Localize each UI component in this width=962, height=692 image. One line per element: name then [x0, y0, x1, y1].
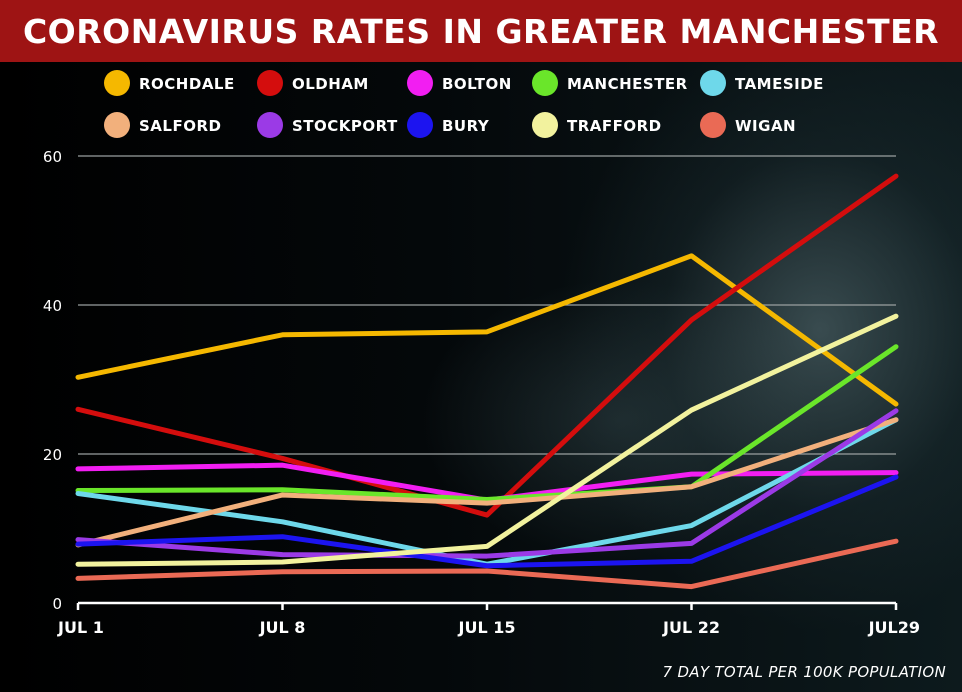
- series-line-rochdale: [75, 253, 899, 407]
- y-tick-label: 60: [43, 148, 62, 166]
- legend-swatch-bury: [407, 112, 433, 138]
- legend-swatch-rochdale: [104, 70, 130, 96]
- legend-swatch-manchester: [532, 70, 558, 96]
- footnote: 7 DAY TOTAL PER 100K POPULATION: [662, 663, 946, 681]
- legend-swatch-wigan: [700, 112, 726, 138]
- title-banner: CORONAVIRUS RATES IN GREATER MANCHESTER: [0, 0, 962, 62]
- gridlines: [78, 155, 896, 455]
- x-tick-label: JUL29: [868, 618, 920, 637]
- legend-label-rochdale: ROCHDALE: [139, 75, 235, 93]
- legend-swatch-tameside: [700, 70, 726, 96]
- x-tick-label: JUL 8: [259, 618, 306, 637]
- series-line-bury: [75, 474, 899, 569]
- legend-label-stockport: STOCKPORT: [292, 117, 398, 135]
- legend-swatch-bolton: [407, 70, 433, 96]
- series-line-wigan: [75, 538, 899, 590]
- series-line-trafford: [75, 313, 899, 567]
- y-tick-label: 20: [43, 446, 62, 464]
- legend-label-bolton: BOLTON: [442, 75, 512, 93]
- series-line-stockport: [75, 408, 899, 559]
- legend: ROCHDALE OLDHAM BOLTON MANCHESTER TAMESIDE SA…: [104, 70, 824, 138]
- legend-swatch-stockport: [257, 112, 283, 138]
- legend-label-oldham: OLDHAM: [292, 75, 369, 93]
- series-line-manchester: [75, 344, 899, 502]
- series-lines: [75, 173, 899, 590]
- legend-swatch-trafford: [532, 112, 558, 138]
- y-tick-label: 0: [52, 595, 62, 613]
- x-tick-label: JUL 15: [458, 618, 516, 637]
- legend-label-wigan: WIGAN: [735, 117, 796, 135]
- legend-label-tameside: TAMESIDE: [735, 75, 824, 93]
- legend-label-bury: BURY: [442, 117, 490, 135]
- legend-label-manchester: MANCHESTER: [567, 75, 688, 93]
- series-line-salford: [75, 417, 899, 548]
- series-line-oldham: [75, 173, 899, 518]
- x-tick-label: JUL 22: [662, 618, 720, 637]
- y-tick-label: 40: [43, 297, 62, 315]
- legend-swatch-salford: [104, 112, 130, 138]
- legend-label-trafford: TRAFFORD: [567, 117, 662, 135]
- x-tick-label: JUL 1: [57, 618, 104, 637]
- axes: 0 20 40 60 JUL 1 JUL 8 JUL 15 JUL 22 JUL29: [43, 148, 920, 637]
- chart-title: CORONAVIRUS RATES IN GREATER MANCHESTER: [22, 11, 940, 51]
- legend-label-salford: SALFORD: [139, 117, 221, 135]
- legend-swatch-oldham: [257, 70, 283, 96]
